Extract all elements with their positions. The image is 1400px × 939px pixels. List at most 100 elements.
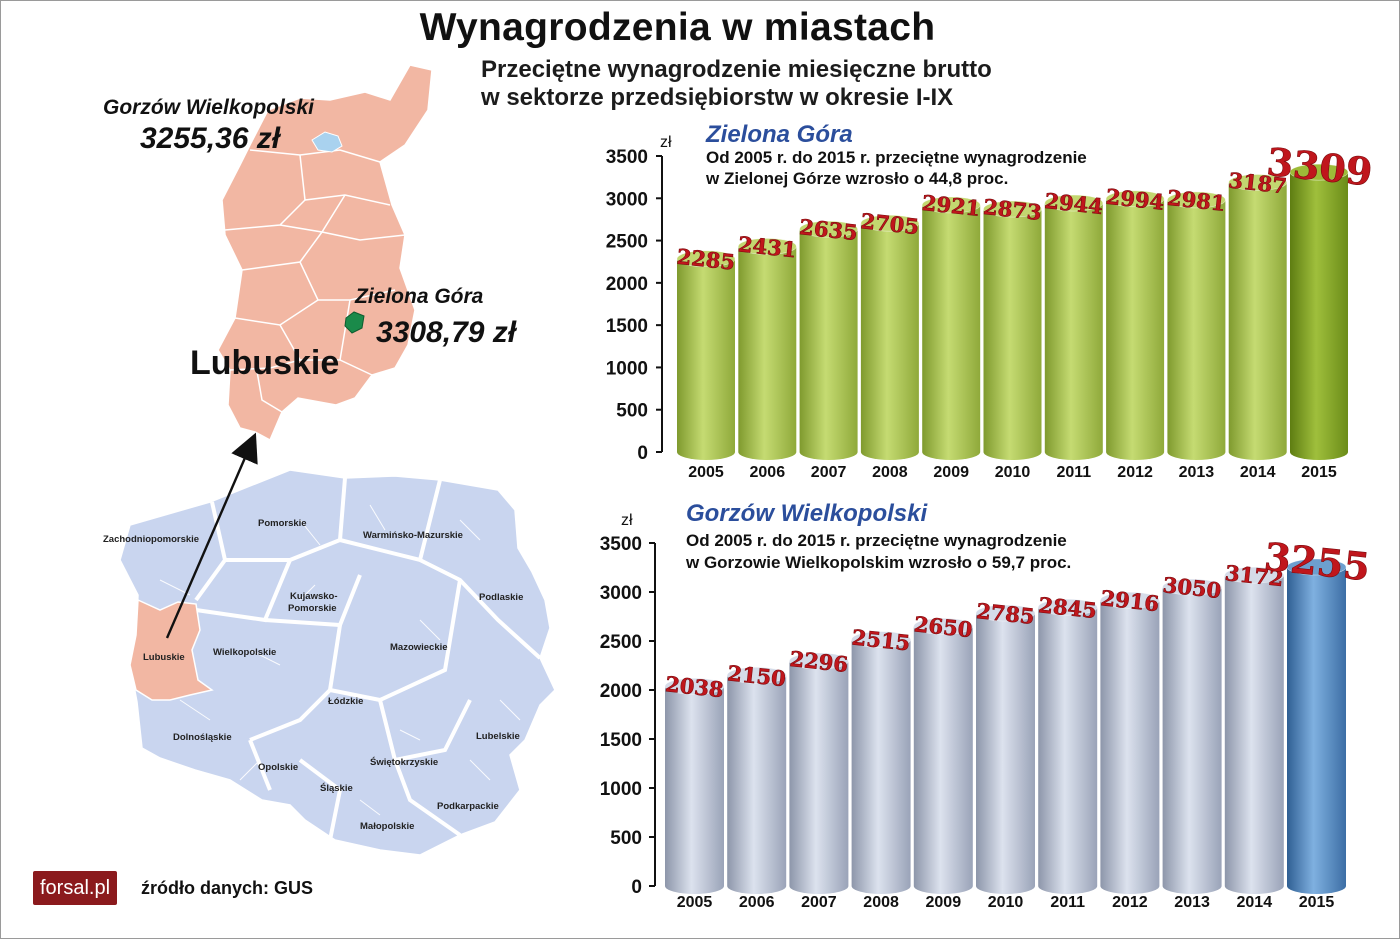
main-title: Wynagrodzenia w miastach bbox=[419, 6, 936, 49]
voivodeship-label: Lubelskie bbox=[476, 731, 520, 742]
bar-top bbox=[1105, 190, 1165, 208]
chart-1: Gorzów Wielkopolski zł Od 2005 r. do 2015 … bbox=[600, 500, 1373, 911]
voivodeship-label: Podlaskie bbox=[479, 592, 523, 603]
subtitle-line-1: Przeciętne wynagrodzenie miesięczne brut… bbox=[481, 56, 992, 83]
bar-body bbox=[1167, 199, 1226, 460]
x-tick-label: 2012 bbox=[1112, 894, 1148, 911]
x-tick-label: 2015 bbox=[1301, 464, 1337, 481]
poland-map-shape bbox=[119, 469, 556, 856]
zielona-gora-name-label: Zielona Góra bbox=[354, 285, 484, 308]
gorzow-name-label: Gorzów Wielkopolski bbox=[103, 96, 315, 119]
bar-value-label: 2981 bbox=[1166, 185, 1227, 216]
bar-top bbox=[983, 200, 1042, 218]
x-tick-label: 2008 bbox=[863, 894, 899, 911]
y-tick-label: 1000 bbox=[606, 358, 648, 379]
lubuskie-map-shape bbox=[217, 64, 433, 442]
bar-top bbox=[799, 220, 858, 238]
bar-top bbox=[664, 677, 725, 695]
x-tick-label: 2015 bbox=[1299, 894, 1335, 911]
bar-2008: 2705 bbox=[859, 208, 921, 460]
bar-value-label: 3050 bbox=[1162, 572, 1223, 603]
bar-2009: 2921 bbox=[920, 190, 982, 460]
y-tick-label: 3500 bbox=[606, 147, 648, 168]
y-tick-label: 3000 bbox=[600, 583, 642, 604]
bar-2011: 2845 bbox=[1037, 592, 1098, 894]
voivodeship-label: Świętokrzyskie bbox=[370, 756, 438, 768]
bar-body bbox=[922, 204, 981, 460]
zielona-gora-value-label: 3308,79 zł bbox=[376, 316, 518, 349]
bar-2012: 2994 bbox=[1104, 184, 1166, 460]
y-tick-label: 2500 bbox=[600, 632, 642, 653]
bar-top bbox=[921, 196, 981, 214]
zielona-gora-city-shape bbox=[344, 311, 365, 334]
poland-voivodeship-borders bbox=[194, 477, 542, 841]
y-tick-label: 3500 bbox=[600, 534, 642, 555]
x-tick-label: 2013 bbox=[1174, 894, 1210, 911]
bar-top bbox=[1167, 191, 1226, 209]
x-tick-label: 2011 bbox=[1056, 464, 1091, 481]
bar-2005: 2285 bbox=[675, 243, 737, 460]
bar-2006: 2431 bbox=[737, 231, 798, 460]
bar-value-label: 3309 bbox=[1265, 139, 1375, 195]
bar-2015: 3255 bbox=[1262, 533, 1372, 894]
bar-body bbox=[1162, 587, 1222, 894]
bar-2006: 2150 bbox=[726, 660, 787, 894]
chart-title: Gorzów Wielkopolski bbox=[686, 500, 928, 527]
x-tick-label: 2007 bbox=[801, 894, 837, 911]
bar-value-label: 2873 bbox=[982, 194, 1043, 225]
x-tick-label: 2014 bbox=[1240, 464, 1276, 481]
lubuskie-region-label: Lubuskie bbox=[190, 344, 339, 382]
bar-2015: 3309 bbox=[1264, 138, 1375, 460]
voivodeship-label: Opolskie bbox=[258, 762, 298, 773]
bar-body bbox=[727, 675, 787, 894]
region-arrow bbox=[165, 432, 258, 639]
bar-top bbox=[975, 604, 1036, 622]
bar-top bbox=[860, 214, 920, 232]
y-tick-label: 2000 bbox=[600, 681, 642, 702]
voivodeship-label: Mazowieckie bbox=[390, 642, 448, 653]
voivodeship-label: Wielkopolskie bbox=[213, 647, 276, 658]
voivodeship-label: Kujawsko- bbox=[290, 591, 338, 602]
bar-body bbox=[738, 246, 797, 460]
bar-body bbox=[1038, 607, 1098, 894]
x-tick-label: 2011 bbox=[1050, 894, 1085, 911]
forsal-logo: forsal.pl bbox=[33, 871, 117, 905]
voivodeship-label: Warmińsko-Mazurskie bbox=[363, 530, 463, 541]
bar-2013: 2981 bbox=[1166, 185, 1227, 460]
bar-value-label: 2994 bbox=[1105, 184, 1166, 215]
bar-value-label: 2285 bbox=[676, 244, 737, 275]
x-tick-label: 2008 bbox=[872, 464, 908, 481]
voivodeship-label: Łódzkie bbox=[328, 696, 363, 707]
y-tick-label: 3000 bbox=[606, 189, 648, 210]
x-tick-label: 2005 bbox=[677, 894, 713, 911]
bar-2010: 2785 bbox=[975, 598, 1036, 894]
chart-annotation-line: w Gorzowie Wielkopolskim wzrosło o 59,7 … bbox=[685, 553, 1071, 572]
bar-top bbox=[1289, 163, 1349, 181]
bar-2005: 2038 bbox=[664, 671, 725, 894]
bar-2012: 2916 bbox=[1099, 585, 1161, 894]
bar-top bbox=[1100, 591, 1160, 609]
voivodeship-label: Śląskie bbox=[320, 782, 353, 794]
bar-body bbox=[860, 223, 919, 460]
bar-top bbox=[726, 666, 787, 684]
bar-body bbox=[851, 639, 911, 894]
y-axis-unit-label: zł bbox=[621, 512, 633, 529]
bar-value-label: 2515 bbox=[851, 625, 912, 656]
voivodeship-label: Pomorskie bbox=[258, 518, 307, 529]
bar-body bbox=[1290, 172, 1348, 460]
voivodeship-label: Podkarpackie bbox=[437, 801, 499, 812]
bar-body bbox=[1100, 600, 1160, 894]
source-note: źródło danych: GUS bbox=[141, 878, 314, 898]
gorzow-city-shape bbox=[311, 131, 343, 153]
bar-body bbox=[983, 209, 1042, 460]
x-tick-label: 2006 bbox=[750, 464, 786, 481]
bar-top bbox=[789, 652, 849, 670]
bar-top bbox=[1224, 566, 1285, 584]
bar-body bbox=[665, 686, 724, 894]
bar-body bbox=[913, 626, 973, 894]
bar-body bbox=[1106, 198, 1165, 460]
bar-body bbox=[976, 613, 1035, 894]
bar-body bbox=[1228, 182, 1287, 460]
